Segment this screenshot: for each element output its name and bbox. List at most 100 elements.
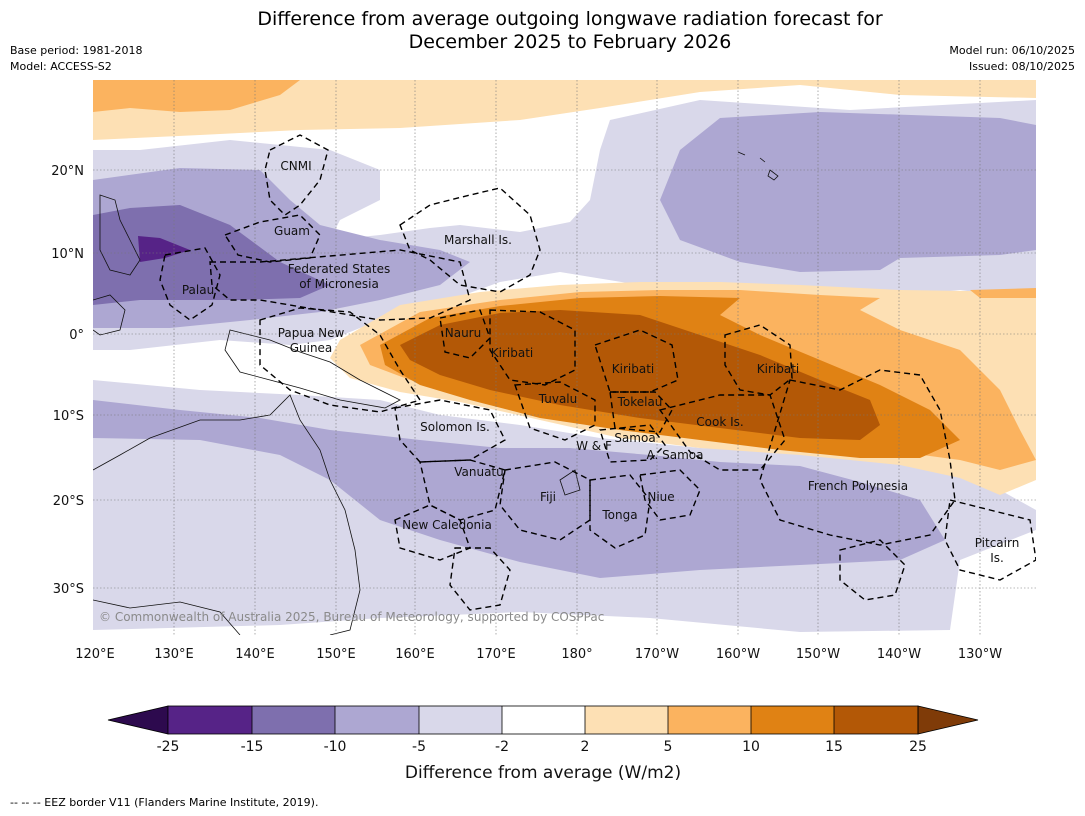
eez-tokelau xyxy=(609,391,673,433)
eez-pitcairn xyxy=(944,499,1036,581)
eez-samoa xyxy=(599,424,666,463)
coast-new-zealand xyxy=(559,469,581,496)
label-asamoa: A. Samoa xyxy=(647,448,704,462)
label-tonga: Tonga xyxy=(601,508,637,522)
region-m15-north xyxy=(93,205,330,305)
eez-png xyxy=(259,307,422,413)
label-vanuatu: Vanuatu xyxy=(454,465,504,479)
colorbar-bin xyxy=(834,706,918,734)
label-png-2: Guinea xyxy=(290,341,333,355)
forecast-map: CNMI Guam Marshall Is. Federated States … xyxy=(51,80,1036,783)
x-tick: 130°E xyxy=(154,647,194,662)
gridlines xyxy=(93,80,1036,635)
x-tick: 170°E xyxy=(476,647,516,662)
eez-tuvalu xyxy=(514,381,596,441)
colorbar-bin xyxy=(585,706,668,734)
label-samoa: Samoa xyxy=(614,431,655,445)
meta-left: Base period: 1981-2018 Model: ACCESS-S2 xyxy=(10,43,142,75)
colorbar-tick: -10 xyxy=(324,739,347,755)
colorbar-tick: 10 xyxy=(742,739,760,755)
eez-austral xyxy=(839,539,906,601)
colorbar-bin xyxy=(168,706,252,734)
label-kiribati-c: Kiribati xyxy=(612,362,654,376)
coast-hawaii xyxy=(737,151,779,181)
eez-tonga xyxy=(589,474,651,549)
eez-french-poly xyxy=(759,369,956,546)
chart-title: Difference from average outgoing longwav… xyxy=(0,8,1085,54)
colorbar: -25 -15 -10 -5 -2 2 5 10 15 25 Differenc… xyxy=(107,705,979,783)
label-fsm-1: Federated States xyxy=(288,262,390,276)
colorbar-tick: 25 xyxy=(909,739,927,755)
eez-vanuatu xyxy=(419,459,506,521)
label-pitcairn-1: Pitcairn xyxy=(975,536,1020,550)
anomaly-field xyxy=(93,80,1036,635)
x-tick: 140°W xyxy=(877,647,921,662)
y-tick: 10°N xyxy=(51,247,84,262)
label-fiji: Fiji xyxy=(540,490,556,504)
label-fsm-2: of Micronesia xyxy=(299,277,379,291)
colorbar-frame xyxy=(167,705,919,735)
x-tick: 130°W xyxy=(958,647,1002,662)
colorbar-bin xyxy=(751,706,834,734)
x-axis: 120°E 130°E 140°E 150°E 160°E 170°E 180°… xyxy=(75,647,1002,662)
region-m10-ne xyxy=(660,112,1036,272)
region-p15-core xyxy=(400,310,880,440)
eez-niue xyxy=(639,469,701,521)
region-m10-south xyxy=(93,400,945,578)
region-p5-north xyxy=(93,80,300,112)
coast-philippines xyxy=(99,194,141,276)
colorbar-tick: -25 xyxy=(157,739,180,755)
label-tuvalu: Tuvalu xyxy=(538,392,578,406)
meta-right: Model run: 06/10/2025 Issued: 08/10/2025 xyxy=(949,43,1075,75)
label-new-caledonia: New Caledonia xyxy=(402,518,492,532)
colorbar-tick: 5 xyxy=(664,739,673,755)
eez-palau xyxy=(159,247,221,321)
label-niue: Niue xyxy=(647,490,674,504)
label-guam: Guam xyxy=(274,224,310,238)
y-axis: 20°N 10°N 0° 10°S 20°S 30°S xyxy=(51,164,84,597)
base-period: Base period: 1981-2018 xyxy=(10,44,143,57)
colorbar-tick: -15 xyxy=(241,739,264,755)
chart-title-line2: December 2025 to February 2026 xyxy=(408,31,732,53)
label-png-1: Papua New xyxy=(278,326,345,340)
x-tick: 120°E xyxy=(75,647,115,662)
eez-cook xyxy=(658,394,786,471)
colorbar-tick: 2 xyxy=(581,739,590,755)
label-nauru: Nauru xyxy=(445,326,481,340)
eez-fsm xyxy=(209,249,471,321)
eez-guam xyxy=(223,214,321,263)
eez-borders xyxy=(159,134,1036,611)
eez-nz-kermadec xyxy=(449,547,511,611)
colorbar-bin xyxy=(335,706,419,734)
coast-new-guinea xyxy=(224,329,401,409)
x-tick: 180° xyxy=(561,647,592,662)
colorbar-tick: -5 xyxy=(412,739,426,755)
colorbar-bin xyxy=(502,706,585,734)
eez-cnmi xyxy=(264,134,329,216)
colorbar-title: Difference from average (W/m2) xyxy=(405,763,681,783)
eez-fiji xyxy=(499,461,591,541)
colorbar-tick: 15 xyxy=(825,739,843,755)
label-solomon: Solomon Is. xyxy=(420,420,490,434)
x-tick: 150°W xyxy=(796,647,840,662)
label-french-poly: French Polynesia xyxy=(808,479,908,493)
label-marshall: Marshall Is. xyxy=(444,233,512,247)
region-p5-east xyxy=(970,288,1036,298)
eez-kiribati-e xyxy=(724,324,793,396)
label-cnmi: CNMI xyxy=(280,159,311,173)
label-kiribati-e: Kiribati xyxy=(757,362,799,376)
label-tokelau: Tokelau xyxy=(617,395,663,409)
colorbar-bin xyxy=(668,706,751,734)
colorbar-bin xyxy=(419,706,502,734)
x-tick: 160°E xyxy=(395,647,435,662)
coastlines xyxy=(93,151,779,635)
region-p2-north xyxy=(93,80,1036,140)
colorbar-dividers xyxy=(251,706,835,734)
eez-nauru xyxy=(439,309,491,359)
coast-australia xyxy=(93,394,361,635)
chart-title-line1: Difference from average outgoing longwav… xyxy=(257,8,883,30)
label-wf: W & F xyxy=(576,439,612,453)
model-name: Model: ACCESS-S2 xyxy=(10,60,112,73)
x-tick: 140°E xyxy=(235,647,275,662)
x-tick: 150°E xyxy=(316,647,356,662)
